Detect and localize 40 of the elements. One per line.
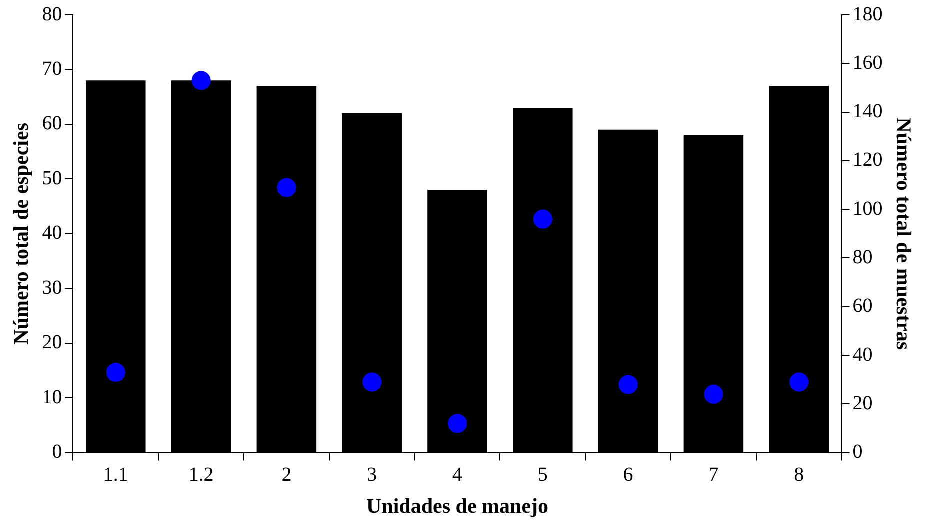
- x-tick-label: 4: [452, 464, 462, 486]
- x-tick-label: 7: [708, 464, 719, 486]
- point: [790, 372, 809, 392]
- y2-tick-label: 120: [852, 149, 883, 172]
- x-tick-label: 1.2: [188, 464, 214, 486]
- point: [704, 384, 724, 404]
- y-tick-label: 20: [42, 332, 62, 354]
- y-tick-label: 40: [42, 222, 62, 244]
- y-tick-label: 70: [42, 58, 62, 80]
- y2-tick-label: 20: [852, 392, 873, 414]
- y2-axis-title: Número total de muestras: [892, 118, 916, 350]
- y2-tick-label: 40: [852, 344, 873, 366]
- x-tick-label: 6: [623, 464, 634, 486]
- x-tick-label: 5: [538, 464, 548, 486]
- point: [448, 414, 467, 434]
- y-tick-label: 30: [42, 276, 62, 299]
- y-tick-label: 50: [42, 167, 62, 190]
- y2-tick-label: 140: [852, 100, 883, 123]
- y2-tick-label: 100: [852, 198, 883, 220]
- y-tick-label: 0: [52, 441, 62, 464]
- y-axis-title: Número total de especies: [9, 122, 34, 345]
- x-tick-label: 2: [282, 464, 292, 486]
- point: [362, 372, 382, 392]
- y2-tick-label: 80: [852, 246, 873, 268]
- y-tick-label: 80: [42, 3, 62, 26]
- y-tick-label: 60: [42, 112, 62, 135]
- x-tick-label: 8: [794, 464, 804, 486]
- x-axis-title: Unidades de manejo: [366, 494, 549, 518]
- y2-tick-label: 60: [852, 295, 873, 318]
- y-tick-label: 10: [42, 386, 62, 408]
- x-tick-label: 1.1: [103, 464, 128, 486]
- y2-tick-label: 160: [852, 52, 883, 74]
- point: [277, 178, 296, 198]
- y2-tick-label: 0: [852, 441, 863, 464]
- point: [618, 375, 638, 394]
- point: [533, 210, 552, 229]
- x-tick-label: 3: [367, 464, 378, 486]
- point: [106, 363, 126, 382]
- y2-tick-label: 180: [852, 3, 883, 26]
- point: [192, 71, 211, 90]
